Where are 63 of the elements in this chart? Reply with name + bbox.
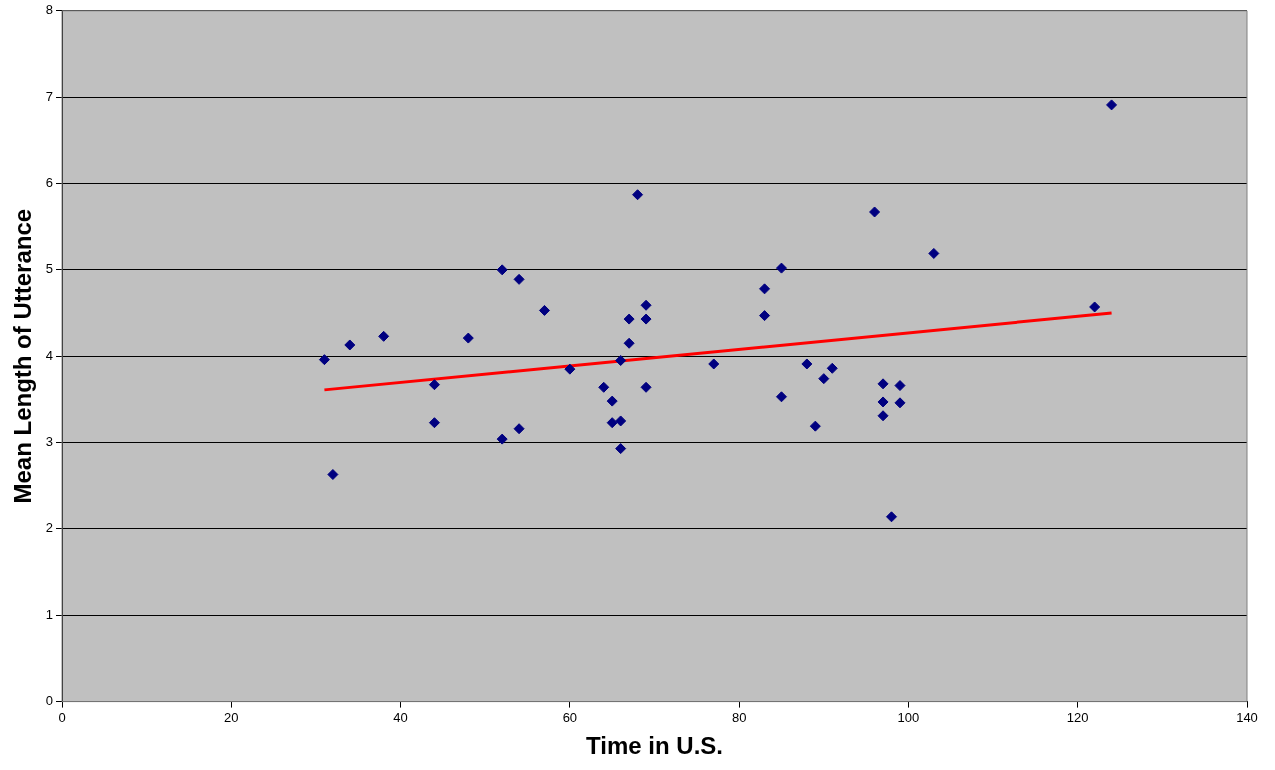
point xyxy=(928,247,940,259)
point xyxy=(327,469,339,480)
point xyxy=(886,511,898,523)
y-tick-label: 3 xyxy=(45,434,54,450)
y-tick-label: 8 xyxy=(45,2,54,18)
x-axis-title: Time in U.S. xyxy=(586,732,723,760)
point xyxy=(318,354,330,366)
point xyxy=(877,378,889,390)
point xyxy=(513,423,525,435)
point xyxy=(632,189,644,201)
point xyxy=(496,433,508,445)
point xyxy=(775,262,787,274)
point xyxy=(801,358,813,370)
point xyxy=(606,395,618,407)
point xyxy=(344,339,356,351)
point xyxy=(428,379,440,391)
point xyxy=(623,337,635,349)
point xyxy=(775,391,787,403)
point xyxy=(640,381,652,393)
x-tick-label: 140 xyxy=(1236,709,1258,725)
point xyxy=(462,332,474,344)
x-tick-label: 0 xyxy=(58,709,66,725)
point xyxy=(428,417,440,429)
x-tick-label: 40 xyxy=(393,709,408,725)
point xyxy=(818,373,830,385)
point xyxy=(538,304,550,316)
point xyxy=(894,397,906,409)
y-tick-label: 5 xyxy=(45,261,54,277)
x-tick-label: 120 xyxy=(1066,709,1089,725)
y-tick-label: 0 xyxy=(45,693,54,709)
x-tick-label: 60 xyxy=(562,709,578,725)
x-tick-label: 100 xyxy=(897,709,920,725)
point xyxy=(615,443,627,455)
point xyxy=(615,415,627,427)
point xyxy=(869,206,881,218)
point xyxy=(378,330,390,342)
point xyxy=(640,299,652,311)
point xyxy=(877,410,889,422)
point xyxy=(826,362,838,374)
y-tick-label: 2 xyxy=(45,520,54,536)
point xyxy=(513,273,525,285)
point xyxy=(759,283,771,295)
point xyxy=(809,420,821,432)
y-axis-title: Mean Length of Utterance xyxy=(9,208,37,504)
point xyxy=(598,381,610,393)
point xyxy=(708,358,720,370)
y-tick-label: 7 xyxy=(45,88,54,104)
point xyxy=(894,380,906,392)
point xyxy=(623,313,635,325)
point xyxy=(564,363,576,375)
point xyxy=(615,355,627,367)
y-tick-label: 1 xyxy=(45,606,54,622)
y-tick-label: 6 xyxy=(45,175,54,191)
point xyxy=(496,264,508,276)
point xyxy=(1089,301,1101,313)
point xyxy=(606,417,618,429)
x-tick-label: 20 xyxy=(224,709,239,725)
point xyxy=(759,310,771,322)
point xyxy=(877,396,889,408)
point xyxy=(640,313,652,325)
y-tick-label: 4 xyxy=(45,347,54,363)
point xyxy=(1106,99,1118,111)
x-tick-label: 80 xyxy=(731,709,747,725)
